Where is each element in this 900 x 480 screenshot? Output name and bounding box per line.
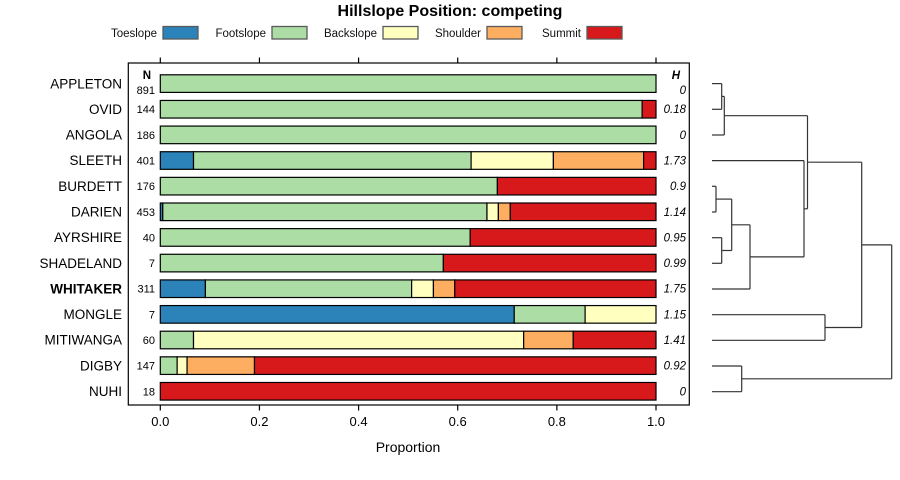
panel-border: [127, 62, 690, 406]
bar-segment-backslope: [486, 202, 499, 222]
legend-label-backslope: Backslope: [324, 28, 377, 40]
n-value: 147: [137, 361, 155, 373]
legend-label-footslope: Footslope: [215, 28, 266, 40]
legend-label-toeslope: Toeslope: [111, 28, 157, 40]
x-tick-label: 0.2: [250, 414, 268, 429]
legend-swatch-summit: [586, 25, 623, 40]
bar-segment-footslope: [159, 74, 657, 94]
bar-segment-summit: [509, 202, 657, 222]
bar-segment-footslope: [159, 125, 657, 145]
bar-segment-footslope: [204, 279, 413, 299]
bar-segment-shoulder: [497, 202, 511, 222]
h-value: 0.99: [664, 258, 687, 270]
legend-swatch-shoulder: [486, 25, 523, 40]
bar-segment-footslope: [159, 356, 178, 376]
h-value: 0.9: [670, 181, 687, 193]
bar-segment-footslope: [159, 176, 498, 196]
bar-segment-summit: [469, 228, 657, 247]
row-label-mongle: MONGLE: [63, 307, 122, 322]
bar-segment-summit: [572, 330, 657, 350]
bar-segment-toeslope: [159, 304, 515, 324]
row-label-shadeland: SHADELAND: [39, 256, 122, 271]
bar-segment-backslope: [470, 151, 554, 170]
bar-segment-shoulder: [552, 151, 645, 170]
n-value: 311: [137, 284, 155, 296]
column-header-h: H: [672, 70, 681, 82]
row-label-nuhi: NUHI: [89, 384, 122, 399]
bar-segment-footslope: [192, 151, 472, 170]
bar-segment-shoulder: [186, 356, 256, 376]
bar-segment-footslope: [513, 304, 586, 324]
h-value: 1.73: [664, 156, 687, 168]
h-value: 0: [680, 386, 687, 398]
x-tick-label: 1.0: [647, 414, 665, 429]
legend-label-summit: Summit: [542, 28, 582, 40]
row-label-whitaker: WHITAKER: [50, 281, 122, 296]
n-value: 186: [137, 130, 155, 142]
legend-label-shoulder: Shoulder: [435, 28, 481, 40]
row-label-ayrshire: AYRSHIRE: [54, 230, 122, 245]
x-tick-label: 0.4: [350, 414, 368, 429]
bar-segment-backslope: [411, 279, 435, 299]
bar-segment-summit: [454, 279, 657, 299]
bar-segment-shoulder: [523, 330, 574, 350]
row-label-ovid: OVID: [89, 102, 122, 117]
row-label-angola: ANGOLA: [66, 128, 122, 143]
h-value: 1.14: [664, 207, 686, 219]
x-tick-label: 0.8: [548, 414, 566, 429]
legend-swatch-toeslope: [162, 25, 199, 40]
h-value: 0.95: [664, 232, 687, 244]
chart-title: Hillslope Position: competing: [337, 3, 563, 20]
bar-segment-shoulder: [432, 279, 456, 299]
bar-segment-footslope: [159, 228, 471, 247]
n-value: 7: [149, 309, 155, 321]
n-value: 453: [137, 207, 155, 219]
n-value: 891: [137, 85, 155, 97]
row-label-mitiwanga: MITIWANGA: [45, 333, 123, 348]
bar-segment-footslope: [159, 330, 195, 350]
x-tick-label: 0.6: [449, 414, 467, 429]
n-value: 60: [143, 335, 155, 347]
bar-segment-backslope: [192, 330, 525, 350]
row-label-sleeth: SLEETH: [69, 153, 122, 168]
h-value: 0.18: [664, 104, 687, 116]
h-value: 1.41: [664, 335, 686, 347]
bar-segment-summit: [442, 253, 657, 273]
row-label-darien: DARIEN: [71, 205, 122, 220]
n-value: 144: [137, 104, 155, 116]
legend-swatch-backslope: [382, 25, 419, 40]
n-value: 18: [143, 386, 155, 398]
bar-segment-toeslope: [159, 151, 195, 170]
legend-swatch-footslope: [271, 25, 308, 40]
n-value: 401: [137, 156, 155, 168]
n-value: 40: [143, 232, 155, 244]
row-label-digby: DIGBY: [80, 358, 122, 373]
bar-segment-toeslope: [159, 279, 207, 299]
h-value: 1.75: [664, 284, 687, 296]
bar-segment-footslope: [162, 202, 488, 222]
x-tick-label: 0.0: [151, 414, 169, 429]
bar-segment-summit: [159, 381, 657, 401]
row-label-burdett: BURDETT: [58, 179, 122, 194]
h-value: 0: [680, 85, 687, 97]
bar-segment-summit: [641, 99, 657, 119]
n-value: 176: [137, 181, 155, 193]
bar-segment-summit: [643, 151, 657, 170]
x-axis-label: Proportion: [375, 439, 441, 455]
bar-segment-summit: [496, 176, 657, 196]
bar-segment-backslope: [176, 356, 188, 376]
bar-segment-footslope: [159, 253, 444, 273]
h-value: 0.92: [664, 361, 687, 373]
h-value: 0: [680, 130, 687, 142]
bar-segment-summit: [253, 356, 657, 376]
bar-segment-backslope: [584, 304, 657, 324]
column-header-n: N: [143, 70, 151, 82]
h-value: 1.15: [664, 309, 687, 321]
bar-segment-footslope: [159, 99, 643, 119]
row-label-appleton: APPLETON: [50, 76, 122, 91]
n-value: 7: [149, 258, 155, 270]
